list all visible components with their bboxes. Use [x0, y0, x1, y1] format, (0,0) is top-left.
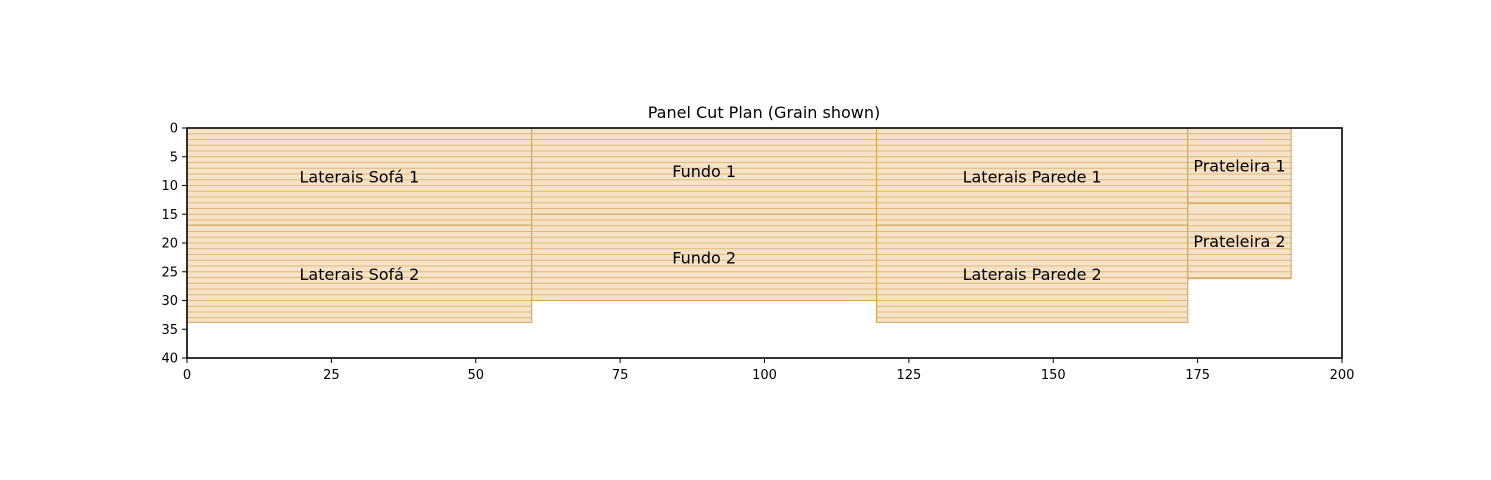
grain-lines [876, 231, 1188, 319]
panel-label: Prateleira 1 [1193, 157, 1285, 176]
grain-lines [531, 219, 877, 296]
panel-label: Fundo 2 [672, 248, 736, 267]
grain-lines [531, 133, 877, 209]
grain-lines [876, 133, 1188, 221]
panel-outline [1187, 202, 1292, 280]
x-tick-label: 100 [752, 368, 777, 383]
x-axis: 0 25 50 75 100 125 150 175 200 [183, 358, 1355, 383]
x-tick-label: 50 [467, 368, 484, 383]
panel-label: Laterais Sofá 1 [300, 168, 420, 187]
y-tick-label: 0 [170, 122, 178, 137]
grain-lines [187, 231, 532, 319]
y-tick-label: 10 [161, 179, 178, 194]
grain-lines [1187, 213, 1292, 278]
panel-label: Prateleira 2 [1193, 232, 1285, 251]
y-tick-label: 40 [161, 352, 178, 367]
y-tick-label: 30 [161, 294, 178, 309]
x-tick-label: 175 [1185, 368, 1210, 383]
panel-rect [876, 128, 1188, 226]
panels-layer: Laterais Sofá 1 Laterais Sofá 2 Fundo 1 Fun… [186, 127, 1292, 323]
panel-rect [531, 214, 877, 301]
x-tick-label: 125 [896, 368, 921, 383]
panel-label: Laterais Sofá 2 [300, 265, 420, 284]
grain-lines [187, 133, 532, 221]
panel-6: Laterais Parede 2 [876, 224, 1189, 323]
x-tick-label: 75 [612, 368, 629, 383]
panel-rect [531, 128, 877, 215]
y-tick-label: 25 [161, 265, 178, 280]
x-tick-label: 200 [1330, 368, 1355, 383]
y-tick-label: 35 [161, 323, 178, 338]
panel-rect [1187, 128, 1292, 204]
x-tick-label: 0 [183, 368, 191, 383]
panel-5: Laterais Parede 1 [876, 127, 1189, 226]
panel-4: Fundo 2 [531, 213, 878, 301]
panel-label: Fundo 1 [672, 162, 736, 181]
panel-rect [187, 128, 532, 226]
panel-8: Prateleira 2 [1187, 202, 1292, 280]
y-tick-label: 5 [170, 150, 178, 165]
x-tick-label: 25 [323, 368, 340, 383]
panel-label: Laterais Parede 2 [963, 265, 1102, 284]
grain-lines [1187, 133, 1292, 204]
panel-label: Laterais Parede 1 [963, 168, 1102, 187]
panel-2: Laterais Sofá 2 [186, 224, 533, 323]
y-axis: 0 5 10 15 20 25 30 35 40 [161, 122, 187, 367]
x-tick-label: 150 [1041, 368, 1066, 383]
panel-7: Prateleira 1 [1187, 127, 1292, 204]
chart-title: Panel Cut Plan (Grain shown) [648, 103, 880, 122]
panel-3: Fundo 1 [531, 127, 878, 215]
y-tick-label: 15 [161, 208, 178, 223]
y-tick-label: 20 [161, 237, 178, 252]
panel-1: Laterais Sofá 1 [186, 127, 533, 226]
